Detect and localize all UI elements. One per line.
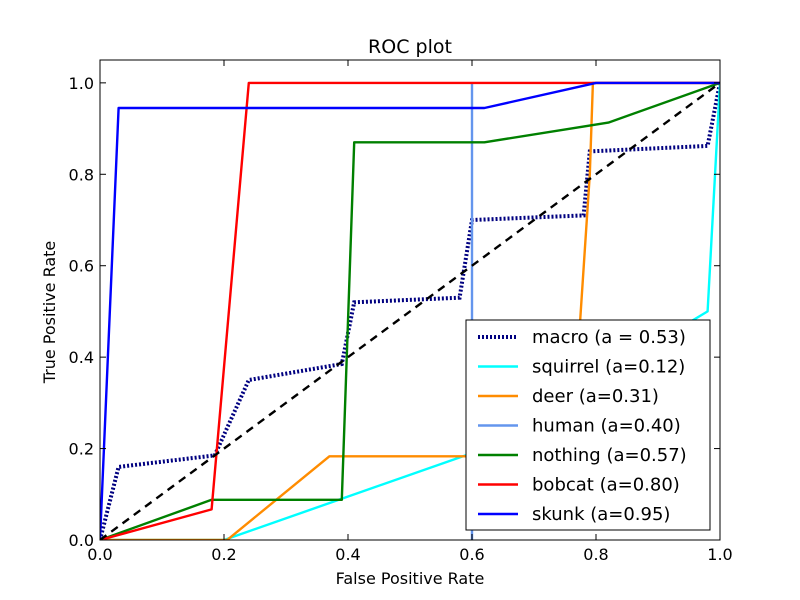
legend-label: human (a=0.40) [532,416,681,437]
legend: macro (a = 0.53) squirrel (a=0.12) deer (a… [465,319,711,531]
chart-title: ROC plot [368,36,452,58]
legend-label: bobcat (a=0.80) [532,475,680,496]
y-tick-label: 1.0 [69,74,94,93]
x-tick-label: 0.0 [87,545,112,564]
y-tick-label: 0.8 [69,165,94,184]
x-tick-label: 0.4 [335,545,360,564]
axes: 0.0 0.2 0.4 0.6 0.8 1.0 0.0 0.2 0.4 0.6 0.8 1.0 [69,59,733,564]
x-tick-label: 0.8 [583,545,608,564]
series-line-0 [100,82,720,540]
legend-label: nothing (a=0.57) [532,445,687,466]
x-tick-label: 0.2 [211,545,236,564]
legend-label: skunk (a=0.95) [532,504,670,525]
y-tick-label: 0.2 [69,440,94,459]
legend-label: macro (a = 0.53) [532,327,686,348]
series-line-6 [100,81,720,540]
y-tick-label: 0.6 [69,257,94,276]
y-tick-label: 0.0 [69,531,94,550]
x-tick-label: 0.6 [459,545,484,564]
x-axis-title: False Positive Rate [336,569,485,588]
legend-label: squirrel (a=0.12) [532,357,685,378]
y-tick-label: 0.4 [69,348,94,367]
x-tick-label: 1.0 [707,545,732,564]
plot-frame [99,59,721,541]
y-axis-title: True Positive Rate [40,241,59,385]
legend-label: deer (a=0.31) [532,386,659,407]
reference-diagonal-line [100,81,720,540]
